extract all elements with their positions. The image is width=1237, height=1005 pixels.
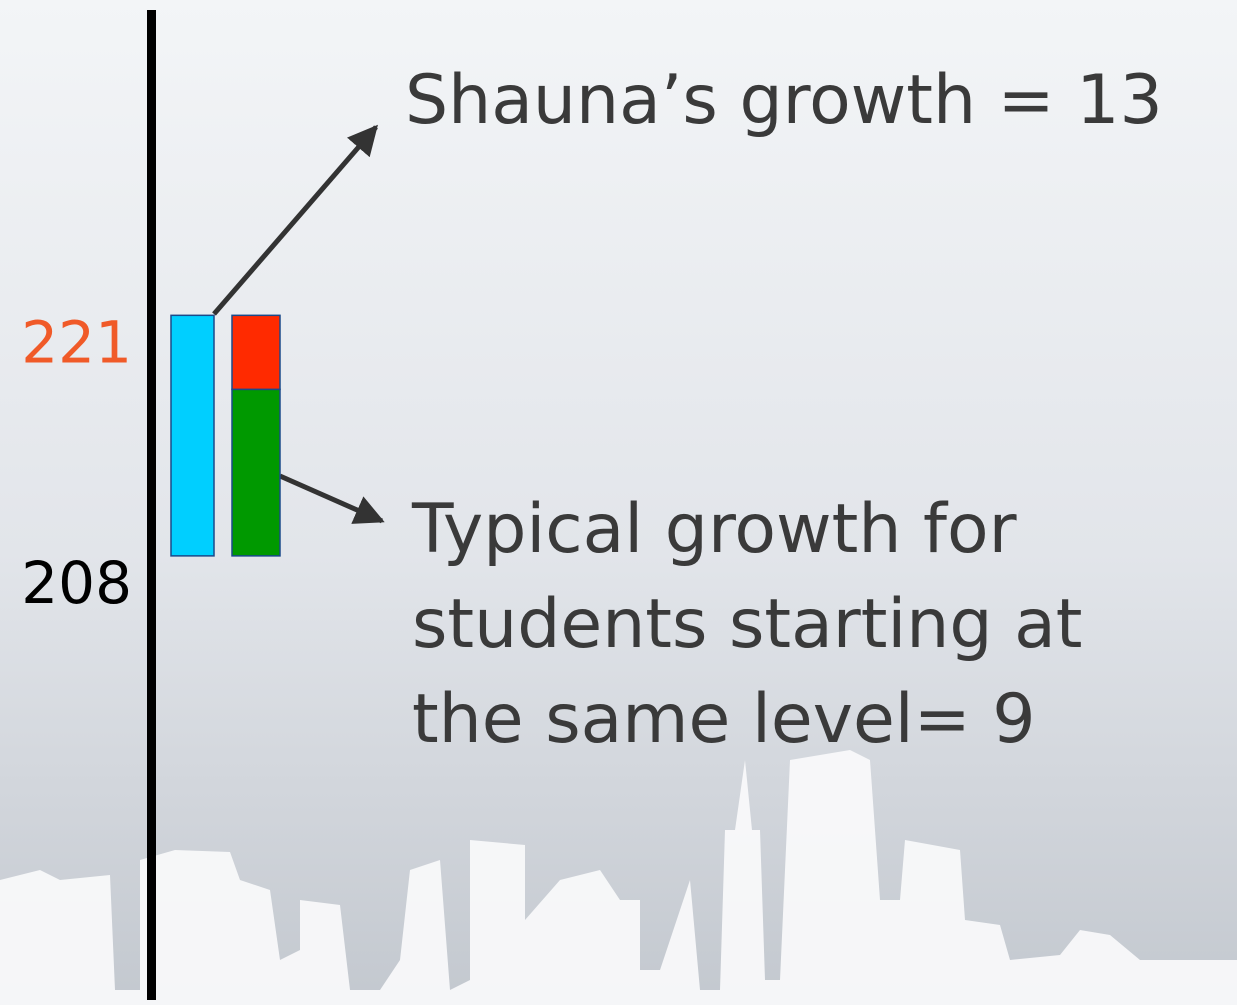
bar <box>170 314 215 557</box>
arrow <box>212 124 378 316</box>
arrow <box>278 473 385 524</box>
y-tick-label: 221 <box>21 308 132 376</box>
annotation: Shauna’s growth = 13 <box>405 61 1163 140</box>
y-axis <box>147 10 156 1000</box>
bar <box>231 388 281 557</box>
annotation: Typical growth for <box>411 490 1017 569</box>
skyline <box>0 750 1237 1005</box>
annotation: the same level= 9 <box>412 680 1036 759</box>
annotation: students starting at <box>412 585 1082 664</box>
y-tick-label: 208 <box>21 549 132 617</box>
bar <box>231 314 281 391</box>
